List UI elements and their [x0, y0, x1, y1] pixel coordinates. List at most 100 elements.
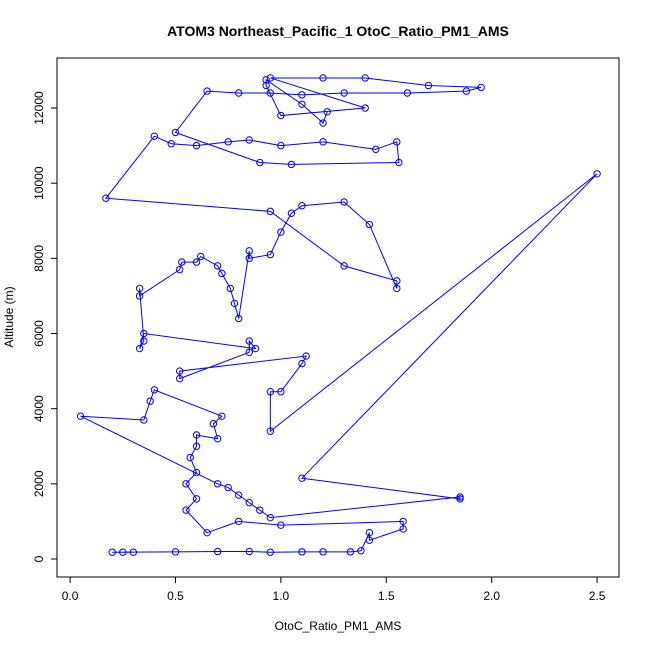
- y-tick-label: 12000: [32, 91, 46, 125]
- data-point: [323, 108, 331, 116]
- y-tick-label: 0: [32, 555, 46, 562]
- data-point: [266, 388, 275, 396]
- data-point: [150, 386, 159, 394]
- data-point: [302, 352, 310, 360]
- y-tick-label: 4000: [32, 395, 46, 422]
- data-point: [129, 548, 138, 556]
- data-point: [175, 265, 184, 274]
- data-point: [213, 480, 222, 488]
- data-point: [340, 198, 348, 206]
- data-point: [287, 160, 296, 169]
- data-point: [298, 548, 306, 556]
- data-point: [135, 292, 144, 300]
- data-point: [230, 299, 239, 308]
- x-tick-label: 1.5: [378, 589, 395, 603]
- data-point: [395, 158, 403, 167]
- data-point: [192, 258, 201, 266]
- data-point: [399, 517, 407, 526]
- data-point: [245, 498, 253, 507]
- x-tick-label: 0.5: [167, 589, 184, 603]
- data-point: [256, 158, 264, 167]
- data-point: [192, 495, 201, 503]
- data-point: [245, 254, 253, 263]
- data-point: [235, 89, 243, 97]
- data-point: [178, 258, 186, 266]
- data-point: [298, 474, 306, 482]
- x-tick-label: 2.5: [589, 589, 606, 603]
- data-point: [218, 269, 226, 278]
- data-point: [245, 136, 253, 144]
- data-point: [182, 480, 190, 488]
- data-point: [340, 262, 348, 270]
- data-point: [266, 427, 275, 435]
- data-point: [102, 194, 110, 202]
- data-point: [319, 119, 327, 127]
- x-tick-label: 1.0: [273, 589, 290, 603]
- data-point: [298, 100, 306, 108]
- chart-title: ATOM3 Northeast_Pacific_1 OtoC_Ratio_PM1…: [167, 23, 509, 39]
- y-tick-label: 6000: [32, 320, 46, 347]
- data-point: [203, 528, 211, 537]
- data-point: [262, 81, 270, 90]
- data-point: [393, 277, 401, 285]
- data-point: [456, 493, 464, 501]
- data-point: [365, 528, 374, 537]
- data-point: [146, 397, 154, 405]
- data-point: [266, 250, 275, 259]
- data-point: [119, 548, 127, 556]
- plot-frame: [56, 57, 620, 578]
- data-point: [235, 314, 243, 323]
- data-point: [218, 412, 226, 420]
- x-tick-label: 0.0: [62, 589, 79, 603]
- y-tick-label: 10000: [32, 166, 46, 200]
- y-axis-label: Altitude (m): [2, 286, 16, 347]
- data-point: [108, 548, 116, 556]
- data-point: [319, 548, 327, 556]
- data-point: [266, 548, 275, 556]
- data-point: [224, 483, 232, 492]
- data-point: [251, 344, 260, 353]
- data-line: [80, 77, 598, 553]
- data-point: [256, 506, 264, 514]
- data-point: [140, 416, 148, 424]
- data-point: [167, 140, 175, 148]
- data-point: [399, 525, 407, 533]
- data-point: [245, 348, 253, 357]
- data-point: [298, 202, 306, 210]
- x-tick-label: 2.0: [483, 589, 500, 603]
- data-point: [424, 81, 433, 90]
- data-point: [175, 374, 184, 383]
- data-point: [277, 141, 285, 150]
- data-point: [226, 284, 234, 293]
- x-axis-label: OtoC_Ratio_PM1_AMS: [275, 619, 402, 633]
- data-point: [213, 262, 222, 270]
- data-point: [235, 491, 243, 499]
- data-point: [235, 517, 243, 526]
- data-point: [462, 87, 471, 95]
- data-point: [365, 536, 374, 544]
- data-point: [593, 170, 601, 178]
- data-point: [203, 87, 211, 95]
- data-point: [365, 220, 374, 229]
- data-point: [245, 247, 253, 255]
- data-point: [245, 337, 253, 345]
- data-point: [277, 111, 285, 120]
- data-point: [361, 74, 369, 82]
- data-point: [224, 138, 232, 146]
- data-point: [319, 138, 327, 146]
- data-point: [287, 209, 296, 217]
- y-tick-label: 2000: [32, 470, 46, 497]
- data-point: [346, 548, 355, 556]
- data-point: [245, 547, 253, 556]
- data-point: [277, 521, 285, 529]
- data-point: [135, 344, 144, 353]
- y-tick-label: 8000: [32, 245, 46, 272]
- data-point: [340, 89, 348, 97]
- data-point: [262, 76, 270, 84]
- data-point: [213, 435, 222, 443]
- data-point: [298, 359, 306, 368]
- data-point: [403, 89, 412, 97]
- data-point: [197, 252, 205, 261]
- data-point: [277, 388, 285, 396]
